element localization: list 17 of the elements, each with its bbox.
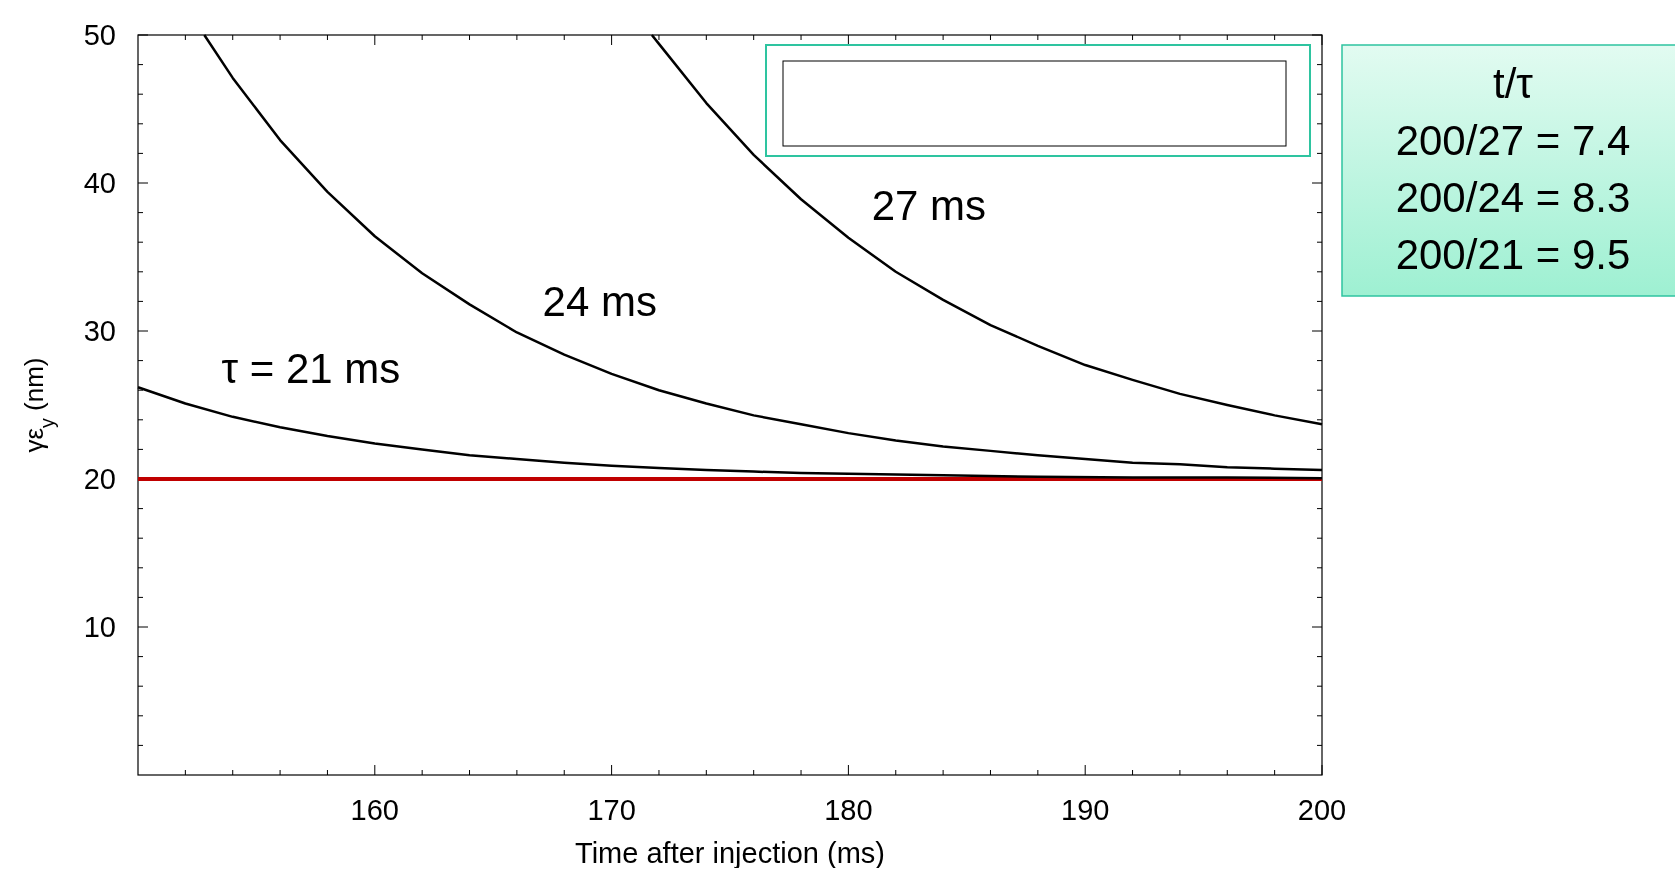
y-tick-label: 50 bbox=[83, 19, 116, 52]
text: 200/27 = 7.4 bbox=[1395, 117, 1631, 164]
text: 200/24 = 8.3 bbox=[1395, 174, 1631, 221]
x-tick-label: 200 bbox=[1297, 794, 1347, 826]
y-tick-label: 40 bbox=[83, 167, 116, 200]
series-label: τ = 21 ms bbox=[221, 344, 401, 392]
y-tick-label: 30 bbox=[83, 315, 116, 348]
y-tick-label: 20 bbox=[83, 463, 116, 496]
x-tick-label: 180 bbox=[824, 794, 873, 826]
y-tick-label: 10 bbox=[83, 611, 116, 644]
x-tick-label: 170 bbox=[587, 794, 636, 826]
series-label: 24 ms bbox=[542, 278, 657, 326]
x-tick-label: 190 bbox=[1061, 794, 1110, 826]
text: 200/21 = 9.5 bbox=[1395, 231, 1631, 278]
x-tick-label: 160 bbox=[350, 794, 399, 826]
text: t/τ bbox=[1493, 60, 1534, 107]
series-label: 27 ms bbox=[871, 181, 987, 229]
